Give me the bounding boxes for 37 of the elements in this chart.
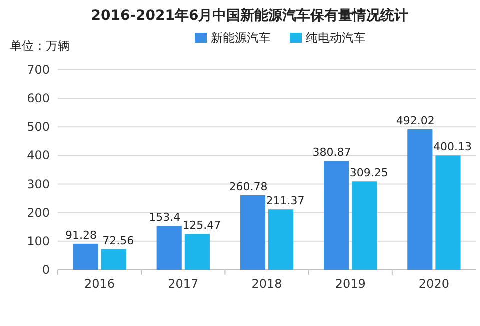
data-label: 153.4 <box>149 211 181 224</box>
x-tick-label: 2020 <box>418 277 450 291</box>
data-label: 211.37 <box>266 194 305 208</box>
data-label: 72.56 <box>102 234 134 248</box>
y-tick-label: 100 <box>27 234 50 248</box>
y-tick-label: 200 <box>27 206 50 220</box>
data-label: 309.25 <box>350 166 388 180</box>
data-label: 400.13 <box>433 140 472 154</box>
legend-label: 新能源汽车 <box>211 31 271 45</box>
data-label: 380.87 <box>312 146 352 160</box>
bar <box>73 244 98 270</box>
y-axis-title: 单位：万辆 <box>10 39 70 53</box>
y-tick-label: 700 <box>27 63 50 77</box>
bar <box>101 249 126 270</box>
y-tick-label: 500 <box>27 120 50 134</box>
chart-title: 2016-2021年6月中国新能源汽车保有量情况统计 <box>91 7 409 24</box>
bar <box>240 195 266 270</box>
y-tick-label: 400 <box>27 148 50 163</box>
bar <box>268 210 294 270</box>
data-label: 492.02 <box>396 114 435 128</box>
bar <box>156 226 182 270</box>
data-label: 91.28 <box>66 228 98 242</box>
y-tick-label: 0 <box>42 263 50 277</box>
y-tick-label: 600 <box>27 92 50 106</box>
data-label: 125.47 <box>182 219 222 232</box>
bar <box>408 129 433 270</box>
x-tick-label: 2018 <box>252 277 282 291</box>
y-tick-label: 300 <box>27 177 50 192</box>
data-label: 260.78 <box>229 180 268 194</box>
x-tick-label: 2017 <box>168 277 199 291</box>
bar <box>352 182 378 270</box>
x-tick-label: 2019 <box>335 277 366 291</box>
bar <box>184 234 210 270</box>
bar <box>324 161 350 270</box>
x-tick-label: 2016 <box>84 277 116 291</box>
bar <box>436 156 461 270</box>
legend-label: 纯电动汽车 <box>306 31 366 45</box>
